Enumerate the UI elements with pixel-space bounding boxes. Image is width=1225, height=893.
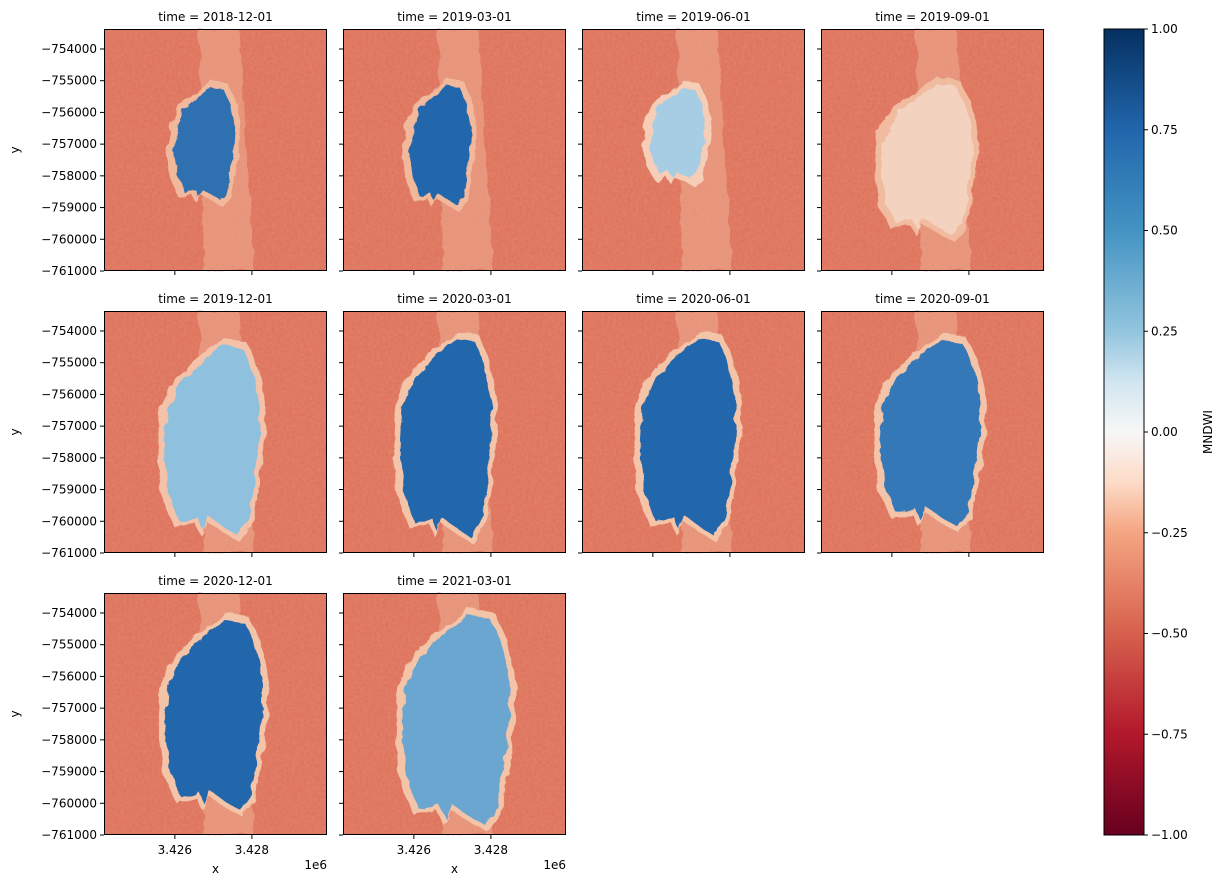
facet-panel: time = 2019-12-01 −754000 −755000 −756000 −7… xyxy=(8,292,327,560)
y-tick-label: −759000 xyxy=(41,201,97,215)
x-offset-label: 1e6 xyxy=(304,858,327,872)
y-tick-label: −761000 xyxy=(41,264,97,278)
colorbar-tick-label: 0.50 xyxy=(1151,224,1178,238)
lake-water xyxy=(164,345,261,535)
y-tick-label: −757000 xyxy=(41,137,97,151)
colorbar-tick-label: −0.50 xyxy=(1151,627,1188,641)
y-axis-label: y xyxy=(8,146,22,153)
facet-panel: time = 2020-09-01 xyxy=(817,292,1044,557)
lake-water xyxy=(880,340,982,526)
x-axis-label: x xyxy=(451,862,458,876)
y-tick-label: −756000 xyxy=(41,669,97,683)
facet-panel: time = 2018-12-01 −754000 −755000 −756000 −7… xyxy=(8,10,327,278)
facet-title: time = 2020-06-01 xyxy=(636,292,751,306)
y-tick-label: −758000 xyxy=(41,733,97,747)
y-tick-label: −755000 xyxy=(41,74,97,88)
y-tick-label: −760000 xyxy=(41,796,97,810)
y-tick-label: −761000 xyxy=(41,546,97,560)
colorbar-tick-label: −0.25 xyxy=(1151,526,1188,540)
lake-water xyxy=(881,84,973,234)
y-tick-label: −755000 xyxy=(41,356,97,370)
axes-frame xyxy=(104,593,327,835)
axes-frame xyxy=(821,29,1044,271)
y-tick-label: −759000 xyxy=(41,483,97,497)
y-tick-label: −758000 xyxy=(41,451,97,465)
colorbar-label: MNDWI xyxy=(1201,410,1215,454)
y-tick-label: −757000 xyxy=(41,701,97,715)
axes-frame xyxy=(582,311,805,553)
facet-title: time = 2020-09-01 xyxy=(875,292,990,306)
facet-panel: time = 2020-03-01 xyxy=(339,292,566,557)
facet-panels: time = 2018-12-01 −754000 −755000 −756000 −7… xyxy=(8,10,1044,876)
lake-water xyxy=(165,620,264,810)
axes-frame xyxy=(343,593,566,835)
facet-title: time = 2019-09-01 xyxy=(875,10,990,24)
y-tick-label: −756000 xyxy=(41,387,97,401)
axes-frame xyxy=(343,311,566,553)
y-tick-label: −754000 xyxy=(41,42,97,56)
facet-panel: time = 2019-09-01 xyxy=(817,10,1044,275)
lake-water xyxy=(410,85,471,205)
x-offset-label: 1e6 xyxy=(543,858,566,872)
colorbar-tick-label: 0.00 xyxy=(1151,425,1178,439)
y-tick-label: −755000 xyxy=(41,638,97,652)
colorbar-tick-label: 1.00 xyxy=(1151,22,1178,36)
y-tick-label: −754000 xyxy=(41,324,97,338)
facet-title: time = 2019-03-01 xyxy=(397,10,512,24)
colorbar-tick-label: 0.75 xyxy=(1151,123,1178,137)
y-tick-label: −754000 xyxy=(41,606,97,620)
x-tick-label: 3.426 xyxy=(158,843,192,857)
axes-frame xyxy=(104,311,327,553)
lake-water xyxy=(650,88,706,180)
y-axis-label: y xyxy=(8,710,22,717)
facet-panel: time = 2020-12-01 −754000 −755000 −756000 −7… xyxy=(8,574,327,876)
x-tick-label: 3.428 xyxy=(474,843,508,857)
lake-water xyxy=(174,87,235,200)
facet-title: time = 2020-03-01 xyxy=(397,292,512,306)
lake-water xyxy=(640,338,737,535)
y-tick-label: −759000 xyxy=(41,765,97,779)
facet-title: time = 2019-12-01 xyxy=(158,292,273,306)
facet-title: time = 2020-12-01 xyxy=(158,574,273,588)
axes-frame xyxy=(104,29,327,271)
facet-title: time = 2018-12-01 xyxy=(158,10,273,24)
facet-title: time = 2021-03-01 xyxy=(397,574,512,588)
colorbar-tick-label: 0.25 xyxy=(1151,324,1178,338)
facet-title: time = 2019-06-01 xyxy=(636,10,751,24)
colorbar-gradient xyxy=(1103,28,1145,836)
x-axis-label: x xyxy=(212,862,219,876)
y-tick-label: −760000 xyxy=(41,514,97,528)
axes-frame xyxy=(582,29,805,271)
facet-panel: time = 2019-03-01 xyxy=(339,10,566,275)
y-tick-label: −761000 xyxy=(41,828,97,842)
y-tick-label: −757000 xyxy=(41,419,97,433)
lake-water xyxy=(402,615,511,825)
axes-frame xyxy=(821,311,1044,553)
facet-panel: time = 2020-06-01 xyxy=(578,292,805,557)
x-tick-label: 3.426 xyxy=(397,843,431,857)
colorbar-tick-label: −1.00 xyxy=(1151,828,1188,842)
y-axis-label: y xyxy=(8,428,22,435)
axes-frame xyxy=(343,29,566,271)
y-tick-label: −758000 xyxy=(41,169,97,183)
y-tick-label: −756000 xyxy=(41,105,97,119)
colorbar: 1.00 0.75 0.50 0.25 0.00 −0.25 −0.50 −0.75 −1.00… xyxy=(1103,22,1215,842)
facet-panel: time = 2019-06-01 xyxy=(578,10,805,275)
lake-water xyxy=(400,338,492,537)
colorbar-tick-label: −0.75 xyxy=(1151,727,1188,741)
y-tick-label: −760000 xyxy=(41,232,97,246)
facet-panel: time = 2021-03-01 3.426 3.428 x 1e6 xyxy=(339,574,566,876)
x-tick-label: 3.428 xyxy=(235,843,269,857)
